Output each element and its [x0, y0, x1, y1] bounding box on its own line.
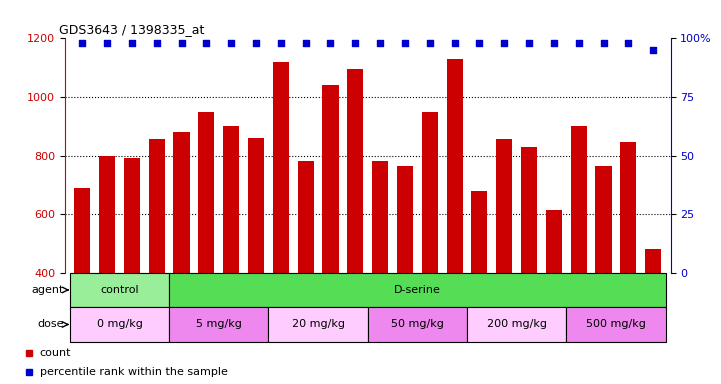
Bar: [223, 126, 239, 273]
Point: [176, 40, 187, 46]
Bar: [70, 307, 169, 342]
Bar: [169, 307, 268, 342]
Point: [200, 40, 212, 46]
Point: [324, 40, 336, 46]
Point: [126, 40, 138, 46]
Bar: [596, 166, 611, 273]
Bar: [298, 161, 314, 273]
Text: count: count: [40, 348, 71, 358]
Point: [573, 40, 585, 46]
Point: [374, 40, 386, 46]
Text: 200 mg/kg: 200 mg/kg: [487, 319, 547, 329]
Bar: [99, 156, 115, 273]
Text: 0 mg/kg: 0 mg/kg: [97, 319, 143, 329]
Text: 20 mg/kg: 20 mg/kg: [291, 319, 345, 329]
Bar: [566, 307, 665, 342]
Bar: [174, 132, 190, 273]
Point: [498, 40, 510, 46]
Point: [350, 40, 361, 46]
Text: 50 mg/kg: 50 mg/kg: [391, 319, 444, 329]
Bar: [268, 307, 368, 342]
Point: [474, 40, 485, 46]
Bar: [348, 69, 363, 273]
Text: agent: agent: [31, 285, 63, 295]
Bar: [368, 307, 467, 342]
Point: [523, 40, 535, 46]
Bar: [521, 147, 537, 273]
Point: [399, 40, 411, 46]
Bar: [496, 139, 513, 273]
Text: 500 mg/kg: 500 mg/kg: [586, 319, 646, 329]
Point: [647, 47, 659, 53]
Bar: [546, 210, 562, 273]
Bar: [124, 159, 140, 273]
Bar: [372, 161, 388, 273]
Text: percentile rank within the sample: percentile rank within the sample: [40, 367, 228, 377]
Bar: [198, 112, 214, 273]
Bar: [645, 249, 661, 273]
Point: [151, 40, 162, 46]
Point: [226, 40, 237, 46]
Text: dose: dose: [37, 319, 63, 329]
Bar: [472, 191, 487, 273]
Bar: [70, 273, 169, 307]
Point: [102, 40, 113, 46]
Bar: [422, 112, 438, 273]
Point: [300, 40, 311, 46]
Bar: [169, 273, 665, 307]
Bar: [570, 126, 587, 273]
Point: [424, 40, 435, 46]
Text: 5 mg/kg: 5 mg/kg: [196, 319, 242, 329]
Bar: [397, 166, 413, 273]
Point: [622, 40, 634, 46]
Text: control: control: [100, 285, 139, 295]
Text: D-serine: D-serine: [394, 285, 441, 295]
Bar: [149, 139, 165, 273]
Point: [76, 40, 88, 46]
Point: [598, 40, 609, 46]
Point: [250, 40, 262, 46]
Bar: [248, 138, 264, 273]
Bar: [273, 62, 289, 273]
Bar: [322, 85, 339, 273]
Bar: [446, 59, 463, 273]
Point: [275, 40, 287, 46]
Bar: [467, 307, 566, 342]
Point: [448, 40, 460, 46]
Bar: [74, 188, 90, 273]
Text: GDS3643 / 1398335_at: GDS3643 / 1398335_at: [59, 23, 204, 36]
Bar: [620, 142, 637, 273]
Point: [548, 40, 559, 46]
